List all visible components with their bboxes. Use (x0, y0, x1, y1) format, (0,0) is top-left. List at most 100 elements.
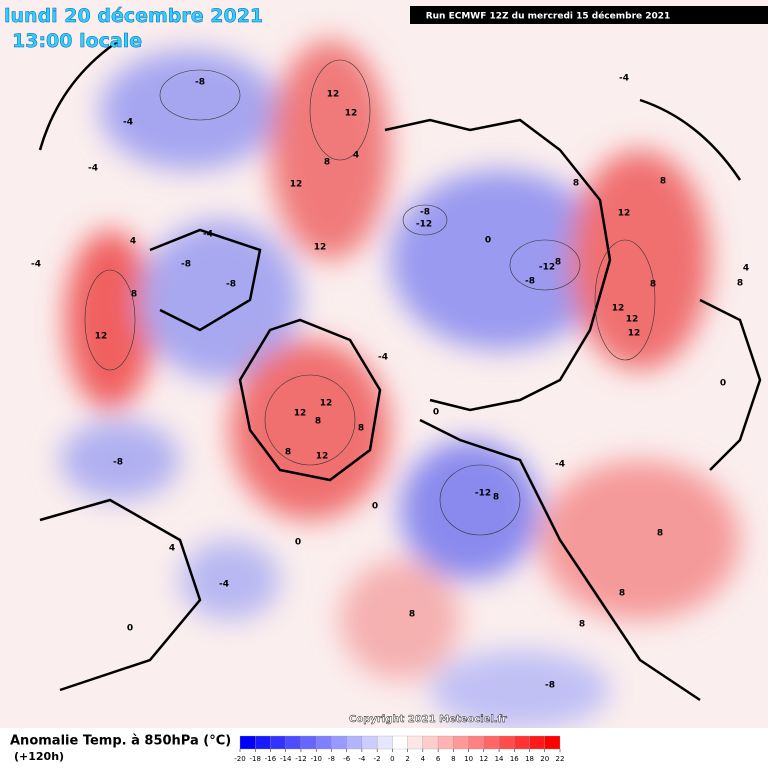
contour-label: -4 (88, 164, 98, 174)
copyright: Copyright 2021 Meteociel.fr (349, 714, 507, 725)
contour-label: -4 (219, 580, 229, 590)
contour-label: 4 (130, 237, 136, 247)
run-info: Run ECMWF 12Z du mercredi 15 décembre 20… (426, 11, 671, 22)
contour-label: -4 (378, 353, 388, 363)
contour-label: -8 (420, 208, 430, 218)
colorbar-swatch (453, 735, 469, 750)
contour-label: 8 (285, 448, 291, 458)
colorbar-tick-label: 8 (451, 755, 455, 763)
contour-label: 8 (579, 620, 585, 630)
anomaly-field (60, 40, 740, 730)
colorbar-swatch (407, 735, 424, 750)
colorbar-swatch (468, 735, 484, 750)
colorbar-swatch (483, 735, 500, 750)
contour-label: 0 (485, 236, 491, 246)
coastlines (38, 38, 762, 702)
colorbar-swatch (361, 735, 378, 750)
colorbar-swatch (514, 735, 530, 750)
contour-label: 0 (295, 538, 301, 548)
contour-label: 12 (628, 329, 641, 339)
contours (84, 59, 656, 536)
contour-label: 12 (612, 304, 625, 314)
contour-label: -4 (619, 74, 629, 84)
colorbar-swatch (285, 735, 302, 750)
run-bar (410, 6, 768, 24)
contour-label: 8 (555, 258, 561, 268)
contour-label: 12 (626, 315, 639, 325)
contour-label: 8 (315, 417, 321, 427)
contour-label: -12 (475, 489, 491, 499)
contour-label: 4 (353, 151, 359, 161)
contour-label: 8 (358, 424, 364, 434)
colorbar-tick-label: 10 (464, 755, 473, 763)
contour-label: 0 (720, 379, 726, 389)
colorbar-tick-label: -8 (328, 755, 335, 763)
colorbar-tick-label: 6 (436, 755, 441, 763)
colorbar-swatch (544, 735, 561, 750)
contour-label: 8 (131, 290, 137, 300)
contour-label: -4 (203, 230, 213, 240)
colorbar-tick-label: 4 (421, 755, 426, 763)
colorbar-swatch (331, 735, 347, 750)
colorbar-tick-label: 12 (479, 755, 488, 763)
contour-label: -8 (525, 277, 535, 287)
colorbar-tick-label: 18 (525, 755, 534, 763)
colorbar-tick-label: -6 (343, 755, 351, 763)
contour-label: 12 (95, 332, 108, 342)
contour-label: 12 (294, 409, 307, 419)
contour-label: -12 (416, 220, 432, 230)
contour-label: 8 (650, 280, 656, 290)
contour-label: 8 (737, 279, 743, 289)
contour-label: -8 (113, 458, 123, 468)
contour-label: 0 (433, 408, 439, 418)
colorbar-tick-label: -2 (374, 755, 381, 763)
contour-label: -8 (195, 78, 205, 88)
colorbar-swatch (239, 735, 256, 750)
colorbar-swatch (316, 735, 332, 750)
contour-label: 8 (657, 529, 663, 539)
colorbar-tick-label: 0 (390, 755, 394, 763)
colorbar-tick-label: 14 (495, 755, 504, 763)
contour-label: 4 (169, 544, 175, 554)
contour-label: 12 (314, 243, 327, 253)
contour-label: 8 (573, 179, 579, 189)
contour-label: 12 (618, 209, 631, 219)
colorbar-swatch (346, 735, 363, 750)
colorbar-swatch (498, 735, 515, 750)
colorbar-tick-label: -18 (250, 755, 261, 763)
lead-time: (+120h) (14, 750, 64, 763)
colorbar-tick-label: 22 (556, 755, 565, 763)
contour-label: 0 (127, 624, 133, 634)
colorbar-tick-label: -12 (295, 755, 306, 763)
contour-label: 8 (409, 610, 415, 620)
colorbar: -20 -18 -16 -14 -12 -10 -8 -6 -4 -2 0 2 4 6 8 10 12 14 16 1… (234, 735, 565, 763)
colorbar-swatch (300, 735, 317, 750)
contour-label: 8 (660, 177, 666, 187)
colorbar-tick-label: -14 (280, 755, 292, 763)
contour-label: 8 (493, 493, 499, 503)
contour-label: -12 (539, 263, 555, 273)
colorbar-tick-label: 2 (405, 755, 409, 763)
colorbar-tick-label: -16 (265, 755, 277, 763)
contour-label: 12 (316, 452, 329, 462)
contour-label: -4 (123, 118, 133, 128)
legend-title: Anomalie Temp. à 850hPa (°C) (10, 734, 231, 749)
colorbar-swatch (270, 735, 286, 750)
contour-label: -4 (555, 460, 565, 470)
colorbar-tick-label: 16 (510, 755, 519, 763)
colorbar-swatch (376, 735, 393, 750)
colorbar-tick-label: -10 (310, 755, 321, 763)
colorbar-tick-label: -4 (358, 755, 366, 763)
contour-label: 12 (345, 109, 358, 119)
contour-label: 12 (327, 90, 340, 100)
colorbar-swatch (255, 735, 271, 750)
contour-label: -8 (226, 280, 236, 290)
colorbar-tick-label: -20 (234, 755, 245, 763)
colorbar-swatch (529, 735, 545, 750)
time-title: 13:00 locale (12, 30, 142, 52)
contour-label: 0 (372, 502, 378, 512)
colorbar-swatch (437, 735, 454, 750)
contour-label: 8 (324, 158, 330, 168)
